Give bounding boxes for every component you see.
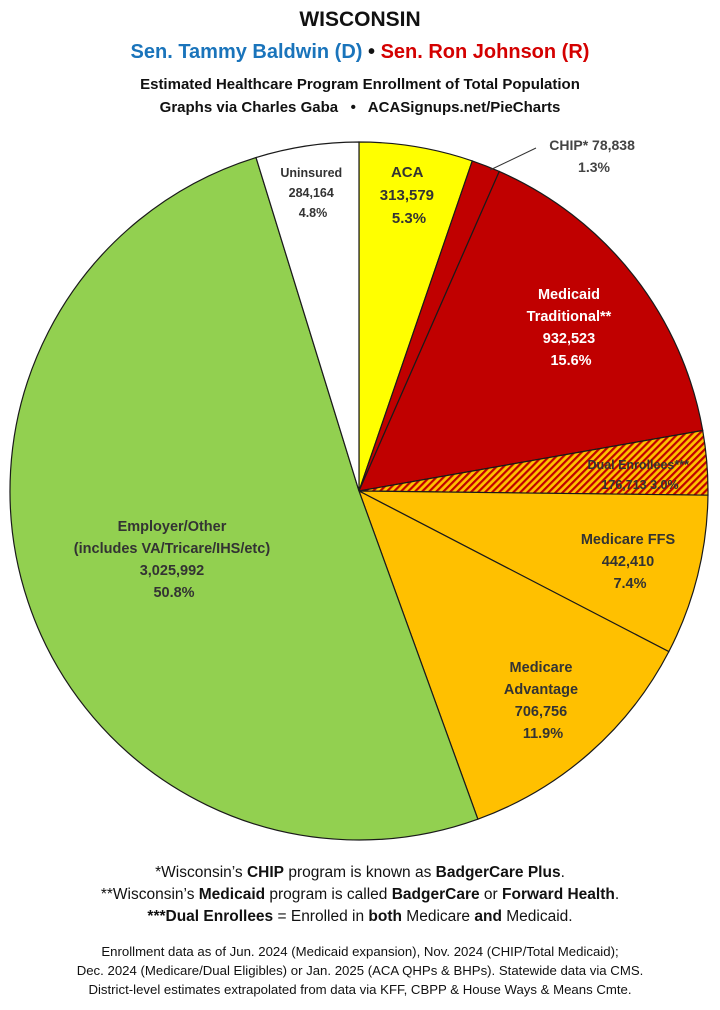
pie-chart: ACA 313,579 5.3% CHIP* 78,838 1.3% Medic… [9,137,709,841]
label-medicare-advantage: Medicare Advantage 706,756 11.9% [504,660,582,742]
footnote-dual: ***Dual Enrollees = Enrolled in both Med… [147,908,573,925]
label-medicaid: Medicaid Traditional** 932,523 15.6% [527,287,616,369]
label-employer-other: Employer/Other (includes VA/Tricare/IHS/… [74,519,274,601]
pie-slice-uninsured [255,141,360,492]
footnote-medicaid: **Wisconsin’s Medicaid program is called… [100,886,620,903]
pie-slice-medicare-advantage [357,489,670,820]
chart-credit: Graphs via Charles Gaba • ACASignups.net… [159,99,561,116]
chart-subtitle: Estimated Healthcare Program Enrollment … [140,76,580,93]
label-aca: ACA 313,579 5.3% [380,164,438,227]
chart-title: WISCONSIN [299,8,421,31]
pie-slice-employer-other-includes-va-tricare-ihs-etc [9,156,479,841]
footnote-chip: *Wisconsin’s CHIP program is known as Ba… [155,864,565,881]
data-source-footer: Enrollment data as of Jun. 2024 (Medicai… [0,942,720,999]
pie-slices [9,141,709,841]
footer-line-2: Dec. 2024 (Medicare/Dual Eligibles) or J… [76,963,644,978]
senator-democrat: Sen. Tammy Baldwin (D) [130,41,363,63]
senator-republican: Sen. Ron Johnson (R) [380,41,590,63]
label-uninsured: Uninsured 284,164 4.8% [280,166,345,220]
chip-leader-line [489,147,537,171]
footer-line-3: District-level estimates extrapolated fr… [88,982,632,997]
label-medicare-ffs: Medicare FFS 442,410 7.4% [581,532,679,592]
bullet-separator: • [367,41,375,63]
footnotes: *Wisconsin’s CHIP program is known as Ba… [0,862,720,928]
label-chip: CHIP* 78,838 1.3% [549,137,639,175]
footer-line-1: Enrollment data as of Jun. 2024 (Medicai… [101,944,619,959]
senators-line: Sen. Tammy Baldwin (D) • Sen. Ron Johnso… [0,41,720,64]
pie-slice-medicaid-traditional [358,170,704,492]
pie-slice-medicare-ffs [358,490,709,653]
label-dual-enrollees: Dual Enrollees*** 176,713 3.0% [588,458,693,492]
